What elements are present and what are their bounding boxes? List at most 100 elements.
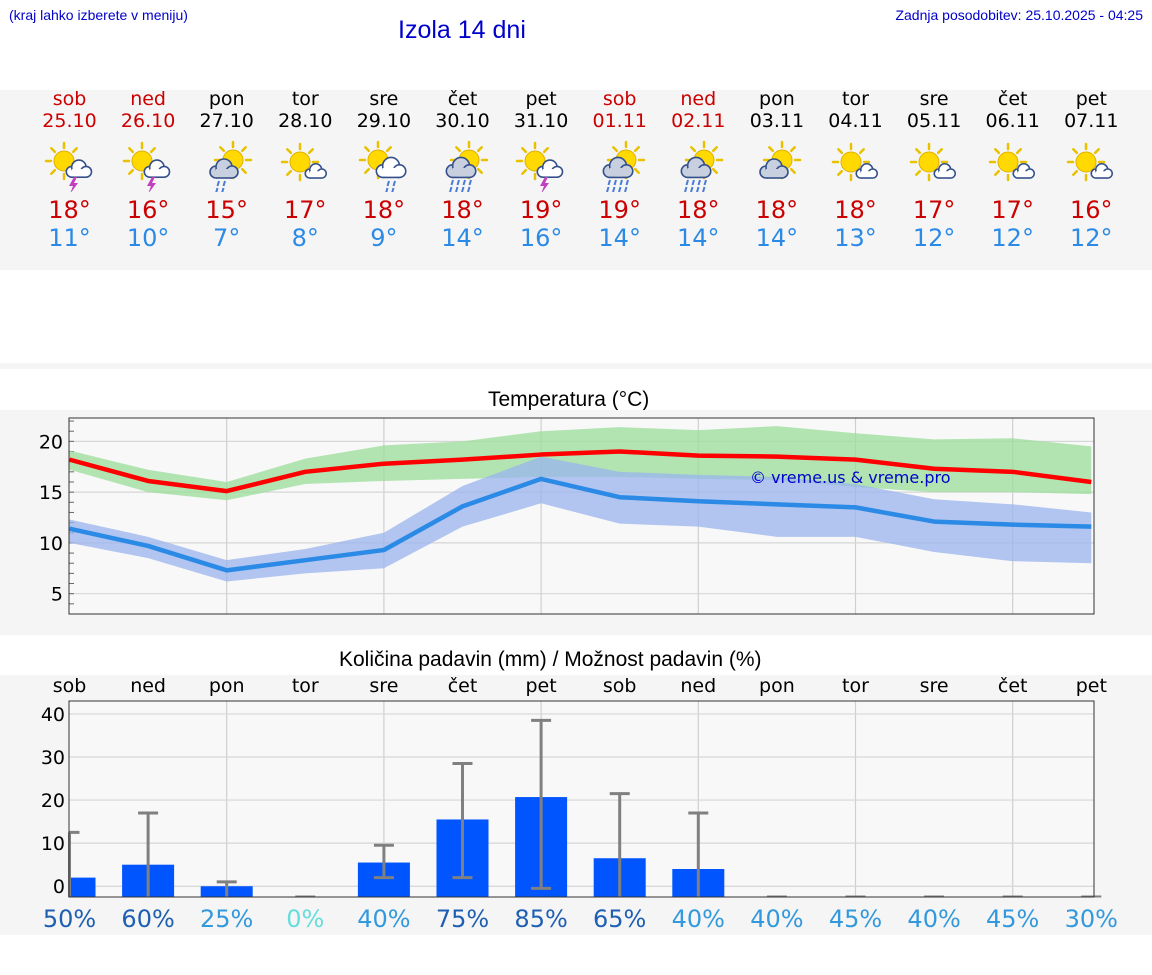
rain-drop [454,186,458,192]
sun-cloud-heavy-rain-icon [602,140,645,192]
sun-ray [363,167,370,174]
sun-cloud-thunder-icon [122,141,171,192]
precip-day-label: čet [448,675,478,697]
plot-border [68,417,1095,615]
temp-min: 12° [912,224,956,252]
sun-ray [454,146,461,153]
precip-day-label: pon [209,675,245,697]
precip-day-label: pet [525,675,556,697]
rain-icon [448,179,472,192]
sun-small-cloud-icon [831,142,878,182]
rain-drop [623,186,628,192]
cloud-icon [304,162,328,179]
rain-drop [222,180,226,187]
sun-disc [918,151,940,173]
day-column: pet 07.11 16° 12° [1052,88,1130,252]
day-date: 04.11 [828,110,883,132]
temp-max: 17° [991,196,1034,224]
sun-disc [289,151,311,173]
sun-ray [218,146,225,153]
cloud-body [215,169,232,178]
lightning-bolt [147,177,157,192]
day-column: pon 27.10 15° 7° [188,88,266,252]
watermark-text: © vreme.us & vreme.pro [750,468,951,487]
temperature-panel: 5 10 15 20 © vreme.us & vreme.pro [0,410,1152,635]
precip-probability-label: 65% [593,905,646,933]
precip-day-label: sre [920,675,949,697]
sun-ray [1072,148,1079,155]
temp-min: 8° [291,224,319,252]
cloud-icon [759,158,789,179]
day-date: 06.11 [985,110,1040,132]
day-date: 02.11 [671,110,726,132]
day-column: pet 31.10 19° 16° [502,88,580,252]
temp-min: 14° [441,224,484,252]
precip-day-label: sob [53,675,87,697]
cloud-icon [1012,162,1035,179]
min-temp-range-band [69,456,1092,582]
rain-drop [448,186,452,192]
rain-drop [466,186,470,192]
location-hint[interactable]: (kraj lahko izberete v meniju) [9,7,188,23]
day-name: ned [130,88,166,110]
sun-ray [363,146,370,153]
temp-max: 19° [598,196,641,224]
cloud-body [71,169,86,177]
precip-probability-label: 40% [357,905,410,933]
day-name: pet [525,88,557,110]
rain-drop [450,179,454,186]
sun-disc [1075,151,1097,173]
temp-min: 14° [677,224,720,252]
day-date: 28.10 [278,110,333,132]
precip-chart-title: Količina padavin (mm) / Možnost padavin … [339,648,762,671]
precip-day-label: ned [680,675,716,697]
sun-ray [633,167,640,174]
page-title: Izola 14 dni [398,16,526,44]
precip-probability-label: 0% [286,905,324,933]
rain-drop [703,179,708,186]
precip-bar [69,877,96,897]
sun-ray [49,147,56,154]
day-date: 03.11 [749,110,805,132]
sun-ray [789,146,796,153]
sun-ray [128,147,135,154]
day-column: sre 29.10 18° 9° [345,88,423,252]
cloud-icon [375,156,407,179]
temperature-chart-title: Temperatura (°C) [488,388,650,411]
day-column: čet 30.10 18° 14° [424,88,502,252]
y-tick-label: 30 [41,747,65,769]
day-column: ned 02.11 18° 14° [659,88,737,252]
temp-max: 19° [519,196,563,224]
rain-drop [691,179,696,186]
temp-max: 15° [205,196,248,224]
sun-ray [476,167,483,174]
divider [0,363,1152,369]
temp-min: 10° [126,224,170,252]
rain-drop [696,186,700,192]
precip-day-label: pon [759,675,795,697]
sun-cloud-light-rain-icon [358,140,407,192]
max-temp-range-band [69,426,1092,501]
day-date: 31.10 [513,110,569,132]
sun-ray [1094,148,1101,155]
cloud-body [938,171,951,178]
precip-probability-label: 40% [750,905,803,933]
rain-drop [392,180,396,187]
day-name: tor [842,88,869,110]
sun-ray [836,148,843,155]
sun-icon [831,142,870,182]
cloud-icon [602,156,634,179]
precipitation-chart: sob ned pon tor sre čet pet sob ned pon tor sre čet p… [41,675,1118,933]
sun-ray [993,148,1000,155]
temp-min: 12° [991,224,1034,252]
rain-drop [468,179,472,186]
precip-probability-label: 25% [200,905,253,933]
sun-ray [1015,148,1022,155]
sun-ray [521,147,528,154]
day-column: pon 03.11 18° 14° [738,88,816,252]
precip-probability-label: 40% [672,905,725,933]
sun-ray [767,146,774,153]
temp-max: 17° [284,196,327,224]
y-tick-label: 0 [53,876,65,898]
sun-small-cloud-icon [988,142,1035,182]
